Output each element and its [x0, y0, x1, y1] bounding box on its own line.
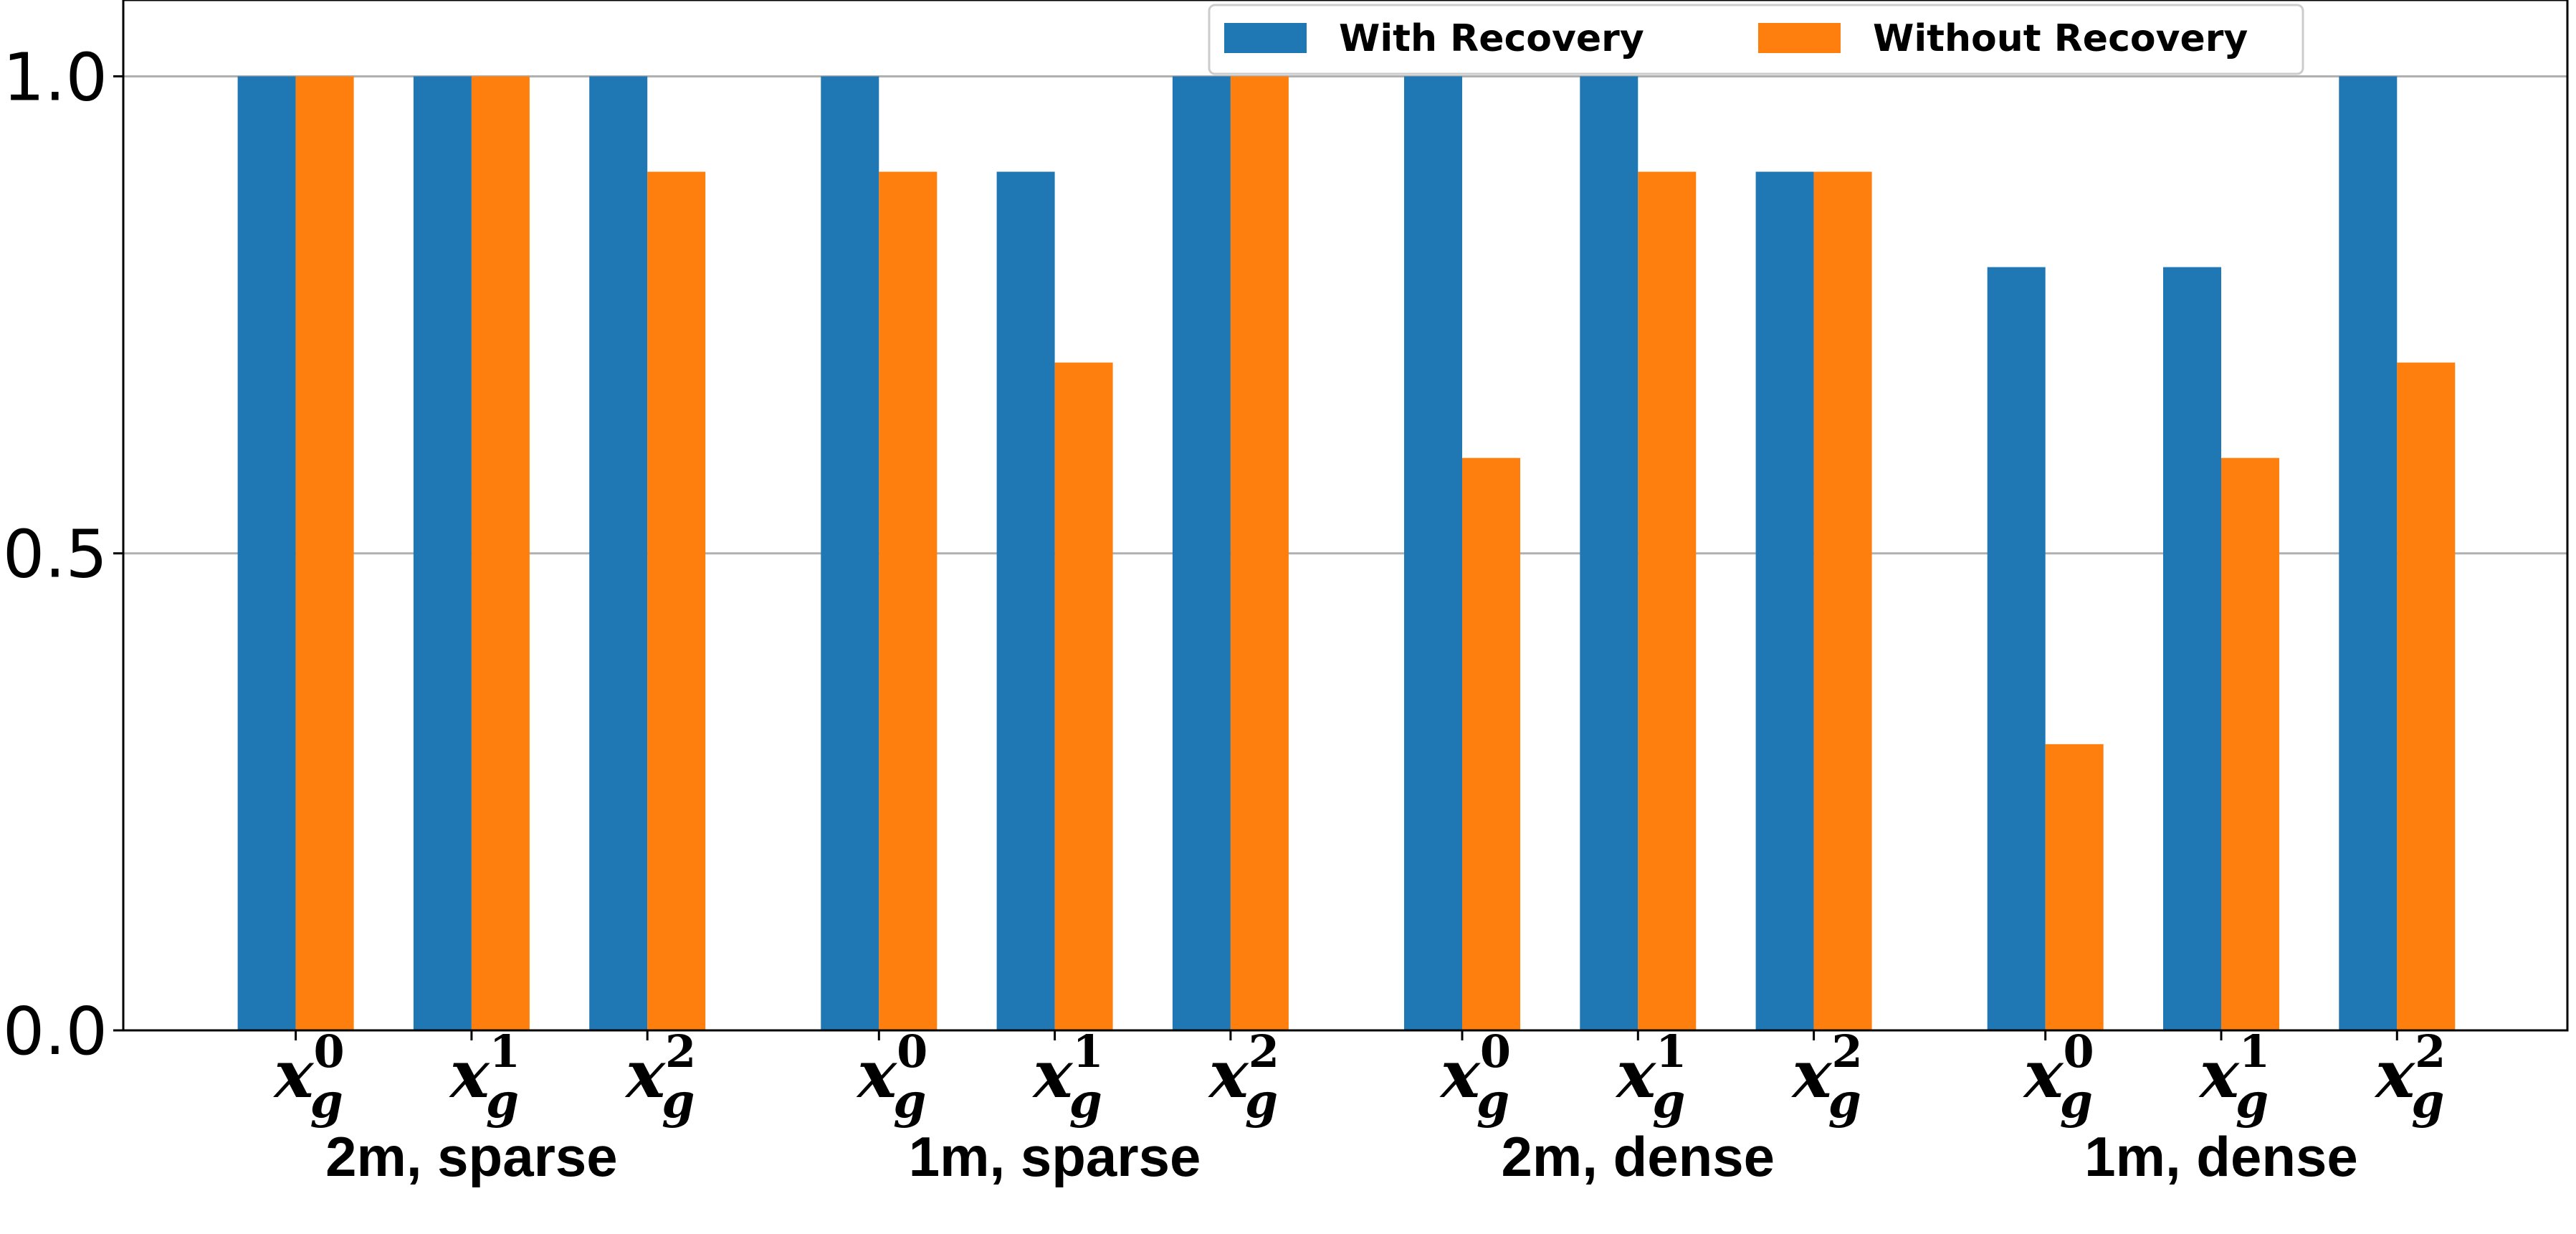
label-sub: g: [2236, 1073, 2269, 1129]
bar: [1813, 171, 1872, 1030]
label-sup: 0: [2064, 1025, 2094, 1078]
y-tick-label: 0.5: [3, 516, 108, 593]
label-base: x: [2374, 1035, 2415, 1113]
bar: [1755, 171, 1814, 1030]
bar: [2339, 76, 2398, 1030]
bar: [1054, 362, 1113, 1031]
bar: [237, 76, 296, 1030]
x-tick-label: x0 g: [1439, 1025, 1511, 1129]
x-tick-label: x2 g: [624, 1025, 696, 1129]
label-sup: 1: [1656, 1025, 1687, 1078]
bar: [471, 76, 530, 1030]
x-tick-label: x2 g: [1208, 1025, 1279, 1129]
bar: [1172, 76, 1231, 1030]
label-base: x: [449, 1035, 490, 1113]
bar: [647, 171, 706, 1030]
label-sub: g: [893, 1073, 926, 1129]
label-sup: 2: [1831, 1025, 1862, 1078]
x-tick-label: x1 g: [449, 1025, 520, 1129]
label-sub: g: [1828, 1073, 1861, 1129]
bar: [879, 171, 938, 1030]
y-tick-label: 1.0: [3, 39, 108, 115]
label-sup: 1: [2239, 1025, 2270, 1078]
bar: [2045, 744, 2104, 1030]
bar: [2397, 362, 2456, 1031]
bar: [821, 76, 879, 1030]
label-sup: 1: [1072, 1025, 1103, 1078]
label-sub: g: [2411, 1073, 2444, 1129]
x-tick-label: x0 g: [2023, 1025, 2094, 1129]
label-sup: 1: [490, 1025, 520, 1078]
group-label: 1m, sparse: [909, 1125, 1201, 1188]
label-sub: g: [310, 1073, 343, 1129]
bar: [295, 76, 354, 1030]
label-base: x: [1791, 1035, 1833, 1113]
label-base: x: [2023, 1035, 2064, 1113]
bar: [996, 171, 1055, 1030]
label-base: x: [624, 1035, 666, 1113]
axes-frame: [122, 0, 2569, 1032]
y-tick-label: 0.0: [3, 993, 108, 1070]
label-sub: g: [1245, 1073, 1278, 1129]
bar: [1404, 76, 1462, 1030]
bar: [413, 76, 472, 1030]
label-sub: g: [486, 1073, 519, 1129]
bar: [589, 76, 648, 1030]
label-base: x: [1208, 1035, 1249, 1113]
label-base: x: [2198, 1035, 2240, 1113]
label-sup: 2: [2415, 1025, 2446, 1078]
bar: [1580, 76, 1638, 1030]
label-sub: g: [1069, 1073, 1102, 1129]
group-label: 2m, sparse: [325, 1125, 618, 1188]
group-label: 2m, dense: [1502, 1125, 1775, 1188]
group-label: 1m, dense: [2084, 1125, 2358, 1188]
bar: [1462, 457, 1520, 1030]
label-sup: 2: [1249, 1025, 1279, 1078]
legend-label: Without Recovery: [1873, 17, 2248, 60]
bar: [1987, 267, 2046, 1030]
label-base: x: [856, 1035, 897, 1113]
x-tick-label: x2 g: [2374, 1025, 2446, 1129]
label-sub: g: [2060, 1073, 2093, 1129]
label-sub: g: [1652, 1073, 1685, 1129]
label-sub: g: [662, 1073, 695, 1129]
label-base: x: [273, 1035, 315, 1113]
bar: [2221, 457, 2279, 1030]
bar: [1230, 76, 1289, 1030]
legend-box: [1208, 4, 2304, 75]
x-tick-label: x1 g: [1615, 1025, 1687, 1129]
label-base: x: [1439, 1035, 1481, 1113]
label-sup: 0: [313, 1025, 344, 1078]
label-base: x: [1032, 1035, 1074, 1113]
legend-swatch: [1224, 23, 1307, 53]
label-base: x: [1615, 1035, 1656, 1113]
bar: [1638, 171, 1697, 1030]
label-sup: 2: [665, 1025, 696, 1078]
x-tick-label: x2 g: [1791, 1025, 1863, 1129]
label-sub: g: [1477, 1073, 1509, 1129]
label-sup: 0: [897, 1025, 927, 1078]
x-tick-label: x1 g: [1032, 1025, 1104, 1129]
x-tick-label: x1 g: [2198, 1025, 2270, 1129]
bar: [2163, 267, 2221, 1030]
x-tick-label: x0 g: [273, 1025, 345, 1129]
legend: With Recovery Without Recovery: [1208, 4, 2304, 75]
legend-label: With Recovery: [1339, 17, 1644, 60]
x-tick-label: x0 g: [856, 1025, 927, 1129]
label-sup: 0: [1480, 1025, 1511, 1078]
legend-swatch: [1758, 23, 1841, 53]
